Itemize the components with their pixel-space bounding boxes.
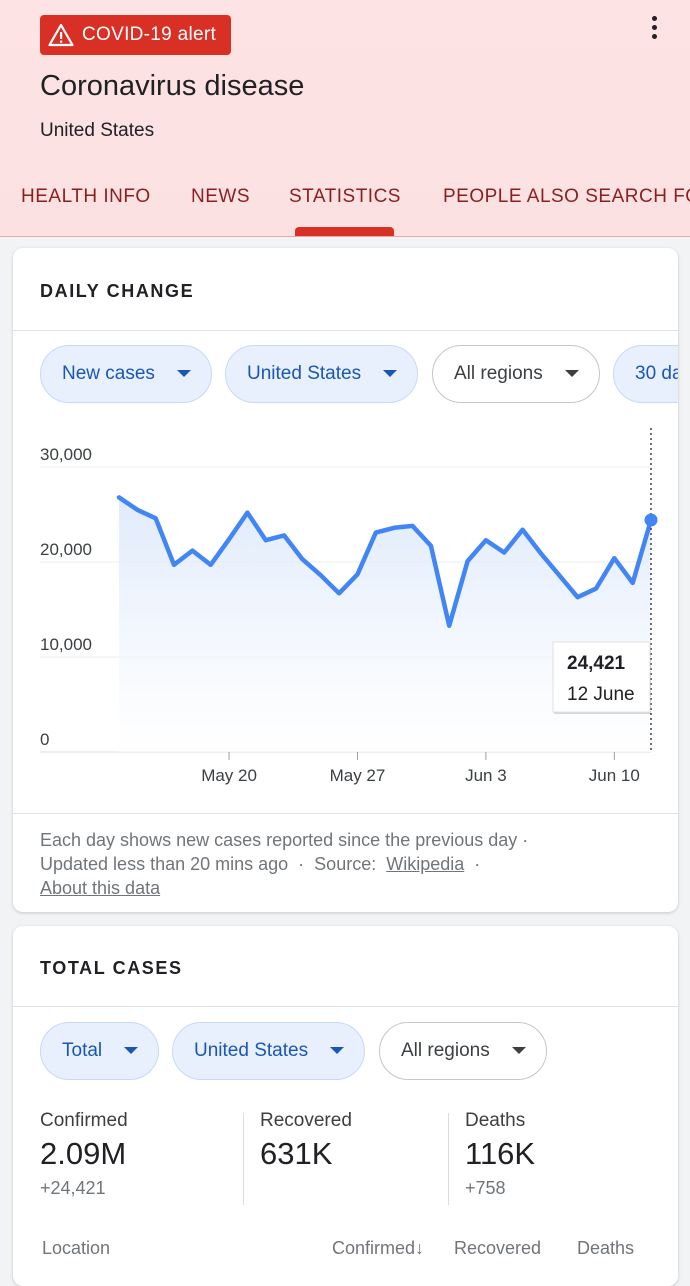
updated-text: Updated less than 20 mins ago <box>40 854 289 874</box>
tab-health-info[interactable]: HEALTH INFO <box>21 186 151 207</box>
selected-point <box>644 513 658 527</box>
confirmed-header-label: Confirmed <box>332 1238 416 1258</box>
stat-label: Deaths <box>465 1110 526 1131</box>
sort-down-arrow-icon: ↓ <box>415 1238 425 1258</box>
more-options-icon[interactable] <box>646 14 662 42</box>
cases-line <box>116 495 654 628</box>
daily-change-card: DAILY CHANGE New cases United States All… <box>13 248 678 912</box>
chip-label: Total <box>62 1040 103 1061</box>
divider <box>13 1006 678 1007</box>
total-cases-title: TOTAL CASES <box>40 958 183 978</box>
stat-delta: +24,421 <box>40 1178 106 1198</box>
column-header-deaths[interactable]: Deaths <box>577 1238 635 1258</box>
chip-label: New cases <box>62 363 155 384</box>
daily-change-title: DAILY CHANGE <box>40 281 195 301</box>
y-tick-label: 30,000 <box>40 445 92 464</box>
total-cases-card: TOTAL CASES Total United States All regi… <box>13 926 678 1286</box>
dropdown-caret-icon <box>565 370 579 377</box>
divider <box>13 330 678 331</box>
daily-cases-chart[interactable]: 30,000 20,000 10,000 0 May 20 May 27 Jun 3 Jun … <box>13 408 678 808</box>
page-title: Coronavirus disease <box>40 70 305 102</box>
confirmed-stat: Confirmed 2.09M +24,421 <box>40 1110 128 1199</box>
tooltip-date: 12 June <box>567 684 635 705</box>
stat-separator <box>243 1113 244 1205</box>
warning-icon <box>48 23 74 47</box>
dropdown-caret-icon <box>330 1047 344 1054</box>
country-filter-chip[interactable]: United States <box>225 345 418 403</box>
dropdown-caret-icon <box>124 1047 138 1054</box>
metric-filter-chip[interactable]: New cases <box>40 345 212 403</box>
y-tick-label: 20,000 <box>40 540 92 559</box>
source-label: Source: <box>314 854 377 874</box>
stat-delta: +758 <box>465 1178 506 1198</box>
tab-bar: HEALTH INFO NEWS STATISTICS PEOPLE ALSO … <box>0 182 690 236</box>
footer-description: Each day shows new cases reported since … <box>40 830 529 850</box>
covid-alert-badge[interactable]: COVID-19 alert <box>40 15 231 55</box>
x-tick-label: May 27 <box>330 766 386 785</box>
stat-label: Recovered <box>260 1110 352 1131</box>
chip-label: United States <box>247 363 362 384</box>
stat-label: Confirmed <box>40 1110 128 1131</box>
about-data-link[interactable]: About this data <box>40 878 161 898</box>
stat-value: 631K <box>260 1136 333 1171</box>
active-tab-indicator <box>295 227 394 236</box>
total-filter-chip[interactable]: Total <box>40 1022 159 1080</box>
dropdown-caret-icon <box>512 1047 526 1054</box>
area-fill <box>119 497 651 752</box>
wikipedia-link[interactable]: Wikipedia <box>386 854 465 874</box>
region-filter-chip[interactable]: All regions <box>379 1022 547 1080</box>
x-tick-label: May 20 <box>201 766 257 785</box>
y-tick-label: 10,000 <box>40 635 92 654</box>
column-header-confirmed[interactable]: Confirmed↓ <box>332 1238 424 1259</box>
x-tick-label: Jun 3 <box>465 766 507 785</box>
chip-label: All regions <box>401 1040 490 1061</box>
chip-label: All regions <box>454 363 543 384</box>
tab-news[interactable]: NEWS <box>191 186 250 207</box>
y-tick-label: 0 <box>40 730 49 749</box>
header: COVID-19 alert Coronavirus disease Unite… <box>0 0 690 237</box>
tab-people-also-search[interactable]: PEOPLE ALSO SEARCH FOR <box>443 186 690 207</box>
tab-statistics[interactable]: STATISTICS <box>289 186 401 207</box>
location-subtitle: United States <box>40 120 155 141</box>
stat-value: 2.09M <box>40 1136 127 1171</box>
stat-separator <box>448 1113 449 1205</box>
region-filter-chip[interactable]: All regions <box>432 345 600 403</box>
chart-footer: Each day shows new cases reported since … <box>40 828 528 900</box>
dropdown-caret-icon <box>383 370 397 377</box>
stat-value: 116K <box>465 1136 536 1171</box>
footer-updated-line: Updated less than 20 mins ago · Source: … <box>40 854 481 874</box>
deaths-stat: Deaths 116K +758 <box>465 1110 535 1199</box>
chip-label: United States <box>194 1040 309 1061</box>
divider <box>13 813 678 814</box>
tooltip-box <box>552 641 651 713</box>
country-filter-chip[interactable]: United States <box>172 1022 365 1080</box>
alert-label: COVID-19 alert <box>82 24 217 45</box>
dropdown-caret-icon <box>177 370 191 377</box>
column-header-location[interactable]: Location <box>42 1238 111 1258</box>
tooltip-value: 24,421 <box>567 653 626 674</box>
column-header-recovered[interactable]: Recovered <box>454 1238 542 1258</box>
recovered-stat: Recovered 631K <box>260 1110 352 1172</box>
x-tick-label: Jun 10 <box>589 766 640 785</box>
